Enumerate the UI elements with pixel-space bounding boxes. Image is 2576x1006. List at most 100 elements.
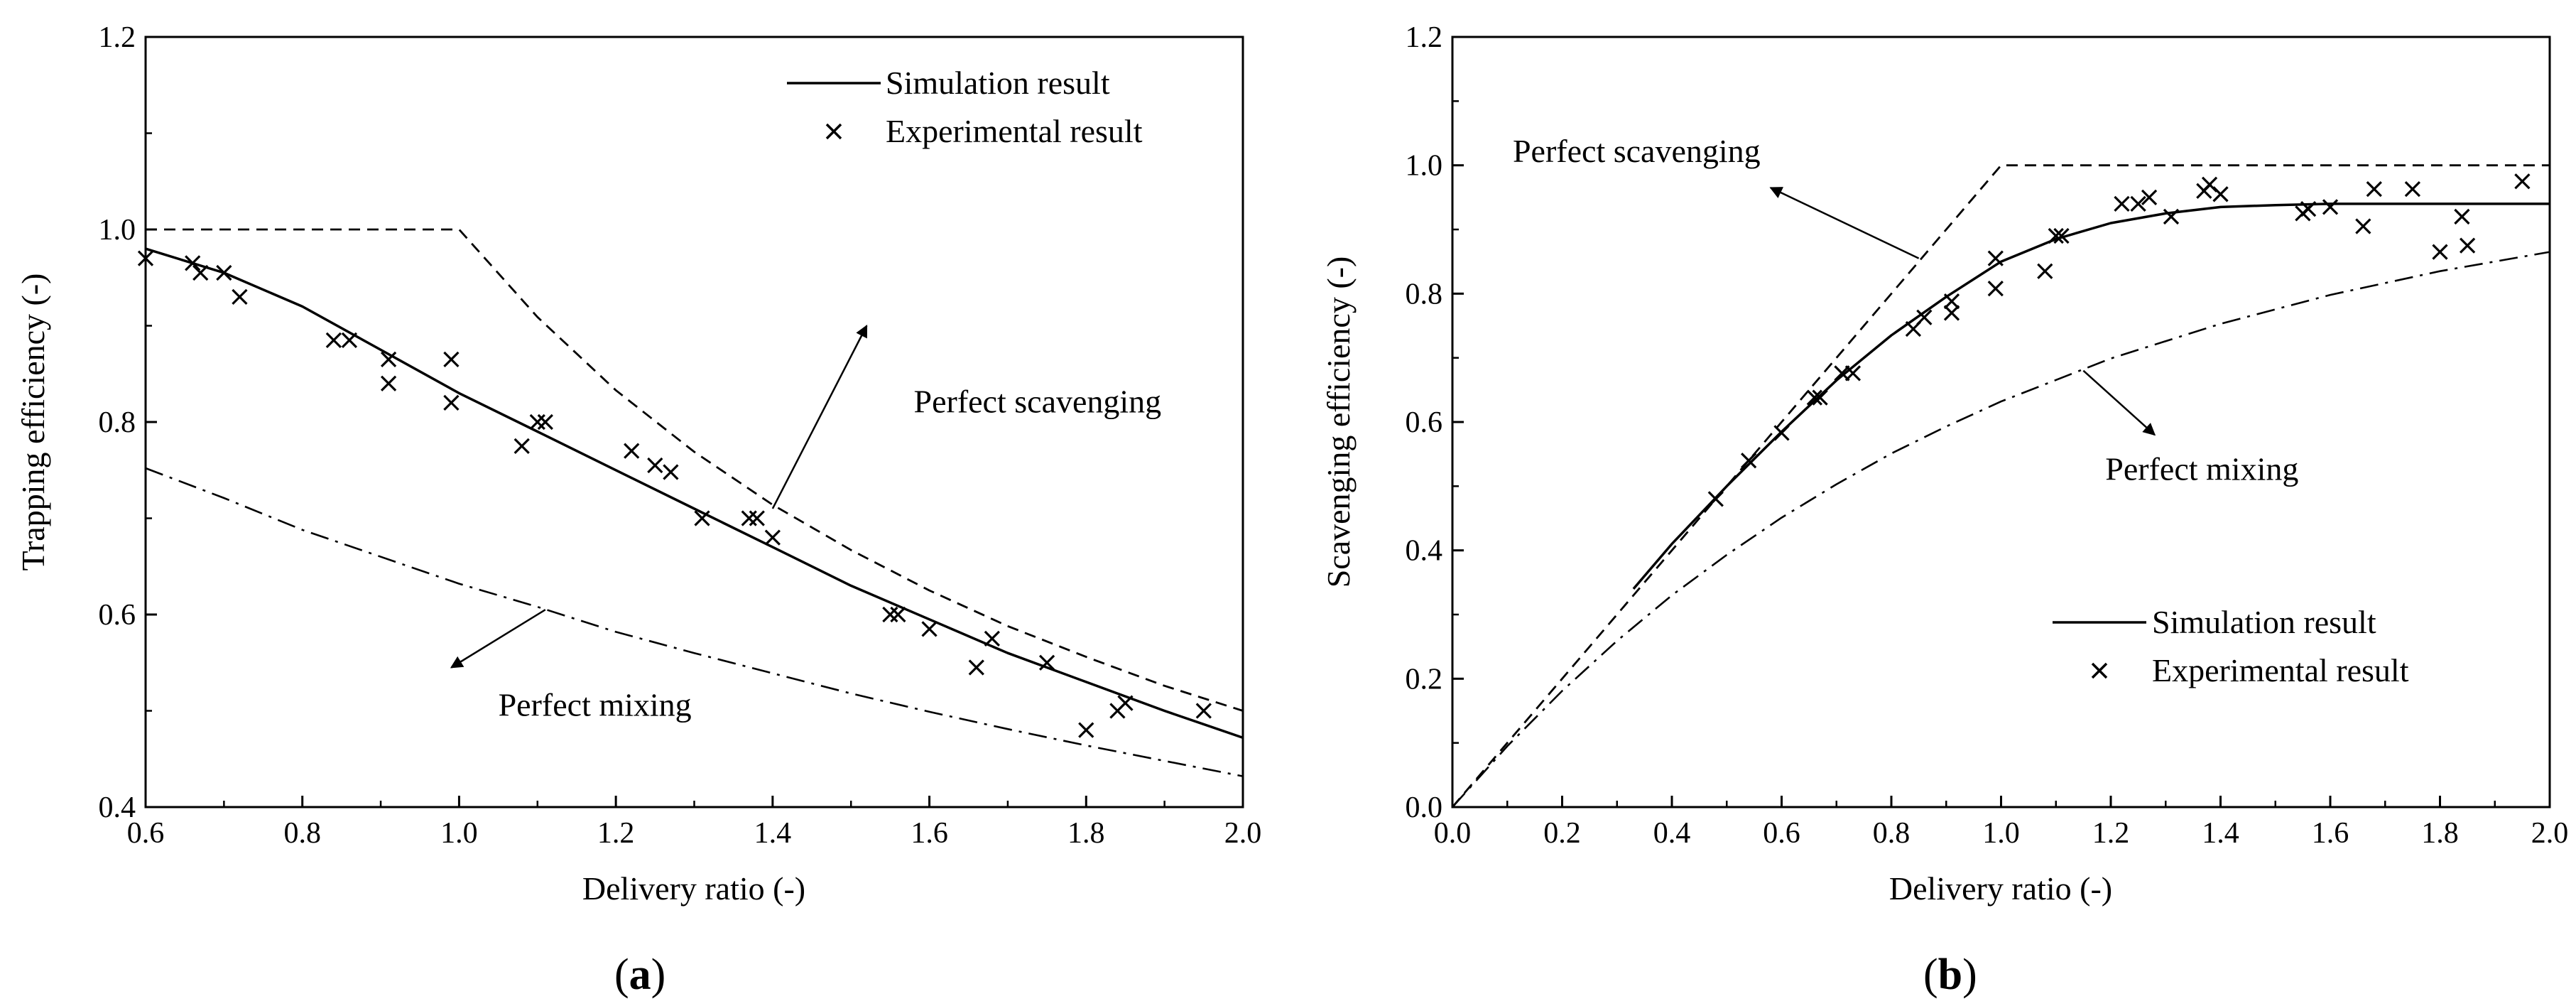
data-point-experimental [1943,305,1960,321]
data-point-experimental [1943,293,1960,310]
data-point-experimental [2037,263,2053,279]
x-tick-label: 1.6 [911,817,948,850]
legend-marker-x [2091,662,2108,679]
annotation-label-perfect-scavenging: Perfect scavenging [1513,133,1761,169]
data-point-experimental [764,529,781,546]
x-tick-label: 1.0 [440,817,478,850]
x-tick-label: 1.4 [754,817,792,850]
panel-a: 0.6 0.8 1.0 1.2 1.4 1.6 1.8 2.00.40.60.81.01.2 … [15,21,1261,999]
panel-caption: (a) [614,951,665,999]
data-point-experimental [2141,189,2158,205]
x-tick-label: 1.2 [2092,817,2130,850]
x-tick-label: 0.4 [1653,817,1691,850]
x-tick-label: 1.2 [597,817,635,850]
x-tick-label: 1.8 [1067,817,1105,850]
y-tick-label: 0.2 [1406,663,1443,696]
y-tick-label: 1.0 [99,214,136,247]
data-point-experimental [1987,250,2004,266]
data-point-experimental [968,659,984,676]
panel-caption: (b) [1923,951,1977,999]
annotation-arrow-perfect-scavenging [771,324,868,509]
data-point-experimental [341,332,358,348]
data-point-experimental [2404,180,2421,198]
series-line-perfect-scavenging [1451,164,2550,808]
y-tick-label: 0.8 [1406,278,1443,310]
curves-layer [145,228,1244,777]
x-tick-label: 0.6 [1763,817,1800,850]
markers-layer [1707,173,2531,507]
y-tick-label: 1.2 [99,21,136,54]
annotation-arrow-perfect-scavenging [1769,187,1920,259]
data-point-experimental [2355,218,2371,234]
x-tick-label: 2.0 [2531,817,2569,850]
data-point-experimental [216,264,232,281]
data-point-experimental [380,375,397,391]
data-point-experimental [2432,244,2448,260]
y-tick-label: 0.0 [1406,791,1443,824]
data-point-experimental [2454,208,2470,225]
data-point-experimental [1195,703,1212,719]
data-point-experimental [1707,491,1724,507]
curves-layer [1451,164,2550,808]
x-tick-label: 1.8 [2421,817,2459,850]
data-point-experimental [1773,425,1790,441]
data-point-experimental [1812,389,1828,406]
data-point-experimental [2130,195,2146,212]
data-point-experimental [2366,180,2382,198]
markers-layer [137,250,1212,738]
x-tick-label: 0.2 [1543,817,1581,850]
annotations-layer: Perfect scavenging Perfect mixing [1513,133,2298,487]
data-point-experimental [1806,389,1822,406]
y-tick-label: 1.0 [1406,150,1443,183]
data-point-experimental [1038,654,1055,671]
data-point-experimental [647,457,663,474]
data-point-experimental [2212,186,2229,202]
data-point-experimental [1741,453,1757,469]
legend: Simulation result Experimental result [787,65,1143,149]
data-point-experimental [694,510,710,526]
data-point-experimental [1916,309,1933,325]
annotation-arrow-perfect-mixing [450,609,546,669]
annotations-layer: Perfect scavenging Perfect mixing [450,324,1162,723]
annotation-arrow-perfect-mixing [2082,369,2156,436]
data-point-experimental [1078,722,1094,738]
annotation-label-perfect-mixing: Perfect mixing [2105,450,2298,487]
annotation-label-perfect-mixing: Perfect mixing [499,686,692,723]
annotation-label-perfect-scavenging: Perfect scavenging [914,383,1162,419]
ticks-layer: 0.6 0.8 1.0 1.2 1.4 1.6 1.8 2.00.40.60.81.01.2 [99,21,1262,850]
data-point-experimental [513,438,530,455]
data-point-experimental [663,464,679,480]
y-tick-label: 0.8 [99,406,136,439]
data-point-experimental [2053,227,2070,244]
x-tick-label: 1.6 [2312,817,2349,850]
data-point-experimental [2300,200,2317,217]
data-point-experimental [137,250,154,266]
legend-marker-x [825,123,842,140]
data-point-experimental [2048,227,2064,244]
data-point-experimental [984,630,1000,647]
legend-label-experimental: Experimental result [2152,652,2409,688]
data-point-experimental [443,351,460,368]
y-tick-label: 0.4 [1406,535,1443,568]
ticks-layer: 0.0 0.2 0.4 0.6 0.8 1.0 1.2 1.4 1.6 1.8 2.0 0.0 0.2 0… [1406,21,2569,850]
data-point-experimental [529,413,545,431]
data-point-experimental [882,606,898,623]
y-axis-label: Trapping efficiency (-) [15,274,51,571]
data-point-experimental [1844,365,1862,382]
series-line-perfect-mixing [145,467,1244,777]
legend-label-simulation: Simulation result [886,65,1110,101]
y-tick-label: 0.4 [99,791,136,824]
data-point-experimental [741,510,757,526]
data-point-experimental [2322,199,2339,215]
legend: Simulation result Experimental result [2053,604,2409,688]
x-tick-label: 0.8 [283,817,321,850]
data-point-experimental [749,510,765,526]
data-point-experimental [2163,208,2180,225]
x-tick-label: 0.0 [1434,817,1472,850]
data-point-experimental [232,288,248,305]
x-tick-label: 1.0 [1982,817,2020,850]
x-axis-label: Delivery ratio (-) [582,870,805,907]
data-point-experimental [2459,237,2476,254]
y-tick-label: 0.6 [1406,406,1443,439]
